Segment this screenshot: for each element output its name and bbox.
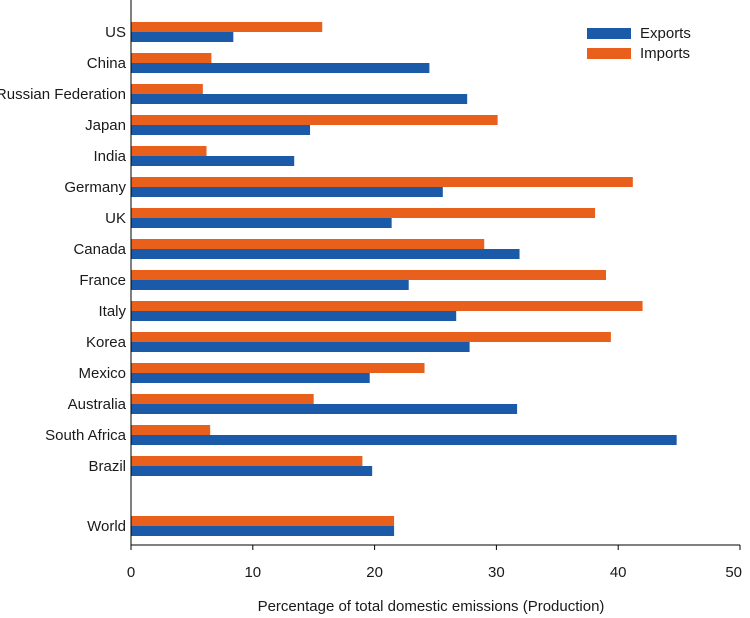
bar-exports-australia [131,404,518,414]
legend-swatch-imports [587,48,631,59]
category-label-canada: Canada [73,241,126,258]
bar-imports-uk [131,208,596,218]
category-label-mexico: Mexico [78,365,126,382]
bar-imports-canada [131,239,485,249]
bar-imports-japan [131,115,498,125]
category-label-korea: Korea [86,334,127,351]
bar-exports-china [131,63,430,73]
bar-exports-korea [131,342,470,352]
category-label-russian-federation: Russian Federation [0,86,126,103]
bar-imports-mexico [131,363,425,373]
x-axis: 0 10 20 30 40 50 [127,544,742,581]
bar-imports-germany [131,177,633,187]
x-tick-label-50: 50 [725,564,742,581]
category-label-brazil: Brazil [88,458,126,475]
category-label-china: China [87,55,127,72]
category-label-india: India [93,148,126,165]
category-label-japan: Japan [85,117,126,134]
bar-imports-india [131,146,207,156]
bar-imports-korea [131,332,611,342]
category-label-germany: Germany [64,179,126,196]
legend: Exports Imports [587,25,691,62]
category-label-france: France [79,272,126,289]
bars-layer [131,22,677,536]
category-label-world: World [87,518,126,535]
category-label-south-africa: South Africa [45,427,127,444]
legend-label-imports: Imports [640,45,690,62]
bar-exports-france [131,280,409,290]
bar-exports-mexico [131,373,370,383]
category-label-italy: Italy [98,303,126,320]
bar-imports-italy [131,301,643,311]
bar-exports-south-africa [131,435,677,445]
x-tick-label-0: 0 [127,564,135,581]
legend-swatch-exports [587,28,631,39]
bar-exports-germany [131,187,443,197]
bar-imports-china [131,53,212,63]
category-label-uk: UK [105,210,126,227]
bar-imports-france [131,270,607,280]
x-tick-label-30: 30 [488,564,505,581]
category-label-us: US [105,24,126,41]
x-tick-label-40: 40 [610,564,627,581]
bar-exports-us [131,32,234,42]
category-labels: US China Russian Federation Japan India Germa… [0,24,127,535]
bar-imports-south-africa [131,425,211,435]
bar-exports-uk [131,218,392,228]
x-tick-label-10: 10 [244,564,261,581]
bar-exports-japan [131,125,311,135]
bar-imports-world [131,516,395,526]
bar-imports-brazil [131,456,363,466]
bar-imports-us [131,22,323,32]
bar-exports-canada [131,249,520,259]
category-label-australia: Australia [68,396,127,413]
bar-exports-world [131,526,395,536]
legend-label-exports: Exports [640,25,691,42]
bar-imports-russian-federation [131,84,203,94]
bar-exports-india [131,156,295,166]
x-tick-label-20: 20 [366,564,383,581]
bar-exports-italy [131,311,457,321]
bar-imports-australia [131,394,314,404]
bar-exports-russian-federation [131,94,468,104]
x-axis-title: Percentage of total domestic emissions (… [258,598,605,615]
bar-exports-brazil [131,466,373,476]
